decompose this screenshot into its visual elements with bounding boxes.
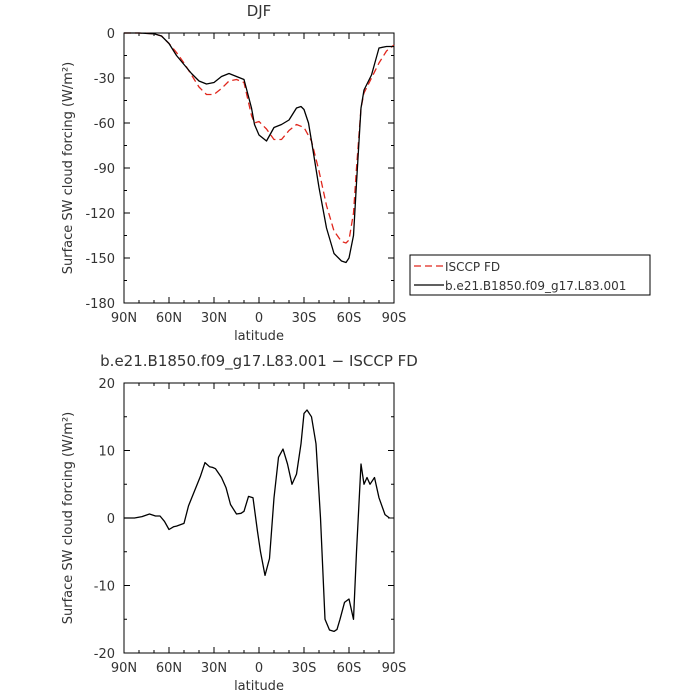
y-tick-label: -10 (94, 580, 115, 595)
legend: ISCCP FD b.e21.B1850.f09_g17.L83.001 (409, 254, 651, 296)
series-line-1 (124, 409, 390, 633)
x-tick-label: 30N (201, 311, 227, 326)
y-tick-label: -90 (94, 162, 115, 177)
x-tick-label: 30N (201, 661, 227, 676)
chart-title: b.e21.B1850.f09_g17.L83.001 − ISCCP FD (100, 352, 418, 371)
y-tick-label: -20 (94, 647, 115, 662)
y-axis-label: Surface SW cloud forcing (W/m²) (61, 62, 76, 274)
x-tick-label: 60N (156, 661, 182, 676)
y-tick-label: -150 (85, 252, 115, 267)
x-tick-label: 90N (111, 661, 137, 676)
bottom-panel-difference: b.e21.B1850.f09_g17.L83.001 − ISCCP FD 90… (61, 352, 418, 694)
x-axis-label: latitude (234, 329, 284, 344)
legend-label-2: b.e21.B1850.f09_g17.L83.001 (445, 279, 626, 293)
x-tick-label: 30S (292, 311, 317, 326)
y-tick-label: 0 (107, 512, 115, 527)
y-tick-label: 10 (98, 445, 115, 460)
x-tick-label: 0 (255, 661, 263, 676)
x-axis-label: latitude (234, 679, 284, 694)
y-tick-label: 20 (98, 377, 115, 392)
legend-label-1: ISCCP FD (445, 260, 500, 274)
x-tick-label: 90S (382, 311, 407, 326)
x-tick-label: 60S (337, 661, 362, 676)
x-tick-label: 90S (382, 661, 407, 676)
chart-title: DJF (247, 2, 272, 20)
y-tick-label: -180 (85, 297, 115, 312)
top-panel-djf: DJF 90N 60N 30N 0 30S 60S 90S 0 -30 -60 -90 -120 -150… (61, 2, 651, 344)
series-line-2 (124, 32, 394, 264)
series-line-1 (124, 32, 395, 244)
plot-frame (123, 32, 395, 304)
x-tick-label: 90N (111, 311, 137, 326)
y-tick-label: 0 (107, 27, 115, 42)
x-tick-label: 30S (292, 661, 317, 676)
legend-box (409, 254, 651, 296)
y-axis-label: Surface SW cloud forcing (W/m²) (61, 412, 76, 624)
x-tick-label: 0 (255, 311, 263, 326)
y-tick-label: -60 (94, 117, 115, 132)
x-tick-label: 60S (337, 311, 362, 326)
y-tick-label: -30 (94, 72, 115, 87)
y-tick-label: -120 (85, 207, 115, 222)
x-tick-label: 60N (156, 311, 182, 326)
